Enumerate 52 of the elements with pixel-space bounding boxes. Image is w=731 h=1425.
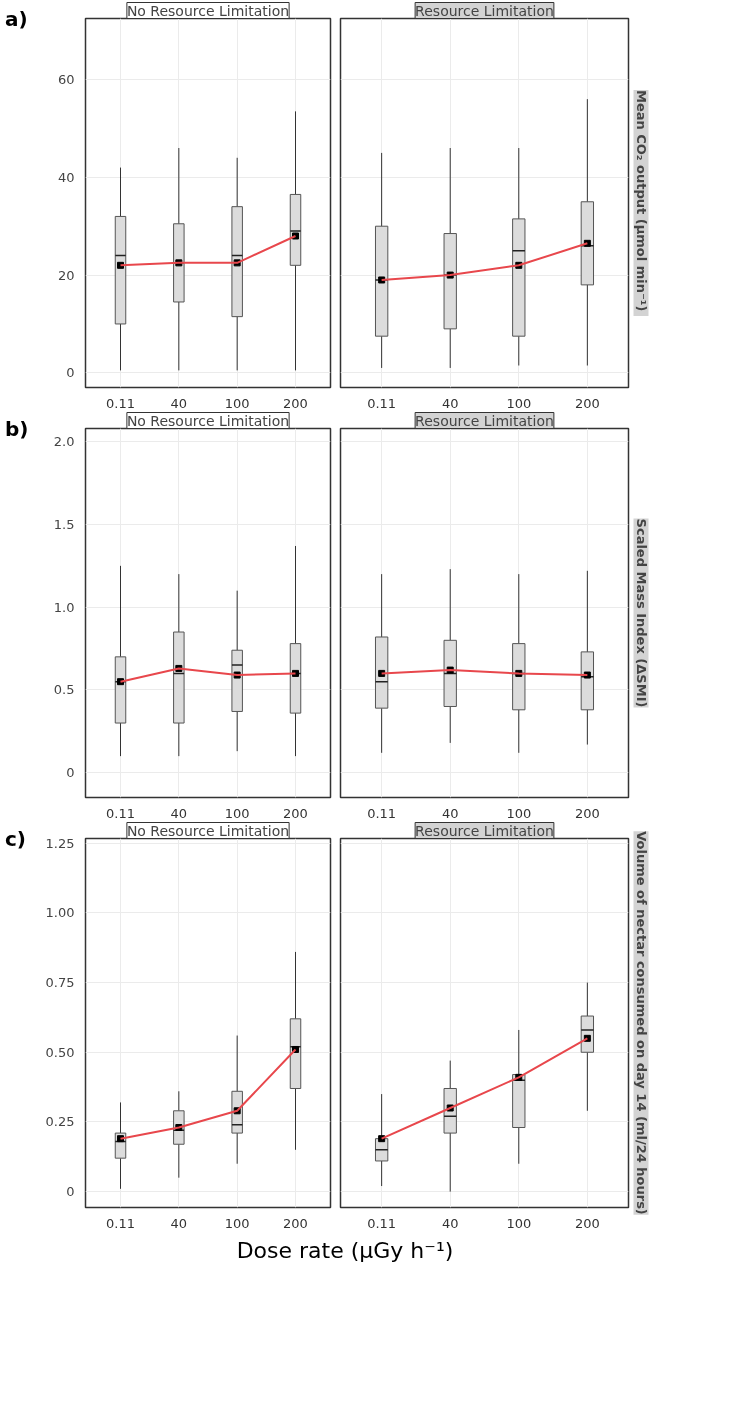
- y-tick-label: 1.0: [53, 599, 75, 615]
- y-tick-label: 0: [66, 1184, 75, 1200]
- x-tick-label: 100: [506, 1215, 532, 1231]
- chart-title: No Resource Limitation: [126, 2, 290, 19]
- x-tick-label: 0.11: [106, 395, 135, 411]
- x-tick-label: 0.11: [106, 1215, 135, 1231]
- x-tick-label: 0.11: [367, 805, 397, 821]
- x-tick-label: 100: [224, 805, 250, 821]
- y-tick-label: 40: [57, 169, 75, 185]
- x-tick-label: 200: [283, 1215, 308, 1231]
- x-axis-title: Dose rate (µGy h⁻¹): [236, 1237, 454, 1265]
- y-axis-title: Volume of nectar consumed on day 14 (ml/24 hours): [633, 831, 649, 1215]
- x-tick-label: 40: [170, 1215, 188, 1231]
- y-tick-label: 2.0: [53, 434, 75, 450]
- x-tick-label: 100: [506, 395, 532, 411]
- x-tick-label: 200: [283, 805, 308, 821]
- y-tick-label: 1.00: [45, 905, 75, 921]
- x-tick-label: 100: [224, 395, 250, 411]
- x-tick-label: 100: [506, 805, 532, 821]
- text: a): [5, 7, 28, 31]
- x-tick-label: 0.11: [367, 395, 397, 411]
- chart-title: No Resource Limitation: [126, 412, 290, 429]
- text: c): [5, 827, 26, 851]
- x-tick-label: 40: [441, 805, 459, 821]
- x-tick-label: 200: [283, 395, 308, 411]
- y-tick-label: 0: [66, 365, 75, 381]
- y-tick-label: 20: [57, 267, 75, 283]
- chart-title: Resource Limitation: [415, 2, 554, 19]
- y-axis-title: Mean CO₂ output (µmol min⁻¹): [633, 89, 649, 312]
- chart-title: Resource Limitation: [415, 822, 554, 839]
- x-tick-label: 200: [574, 805, 600, 821]
- text: b): [5, 417, 29, 441]
- y-tick-label: 60: [57, 72, 75, 88]
- x-tick-label: 0.11: [367, 1215, 397, 1231]
- chart-title: No Resource Limitation: [126, 822, 290, 839]
- y-tick-label: 1.25: [45, 835, 75, 851]
- x-tick-label: 200: [574, 395, 600, 411]
- x-tick-label: 0.11: [106, 805, 135, 821]
- x-tick-label: 40: [170, 395, 188, 411]
- x-tick-label: 100: [224, 1215, 250, 1231]
- chart-title: Resource Limitation: [415, 412, 554, 429]
- x-tick-label: 40: [170, 805, 188, 821]
- y-tick-label: 0: [66, 765, 75, 781]
- x-tick-label: 40: [441, 395, 459, 411]
- y-tick-label: 0.75: [45, 975, 75, 991]
- y-tick-label: 0.5: [53, 682, 75, 698]
- y-axis-title: Scaled Mass Index (ΔSMI): [633, 518, 649, 708]
- y-tick-label: 0.50: [45, 1044, 75, 1060]
- x-tick-label: 40: [441, 1215, 459, 1231]
- y-tick-label: 0.25: [45, 1114, 75, 1130]
- x-tick-label: 200: [574, 1215, 600, 1231]
- y-tick-label: 1.5: [53, 516, 75, 532]
